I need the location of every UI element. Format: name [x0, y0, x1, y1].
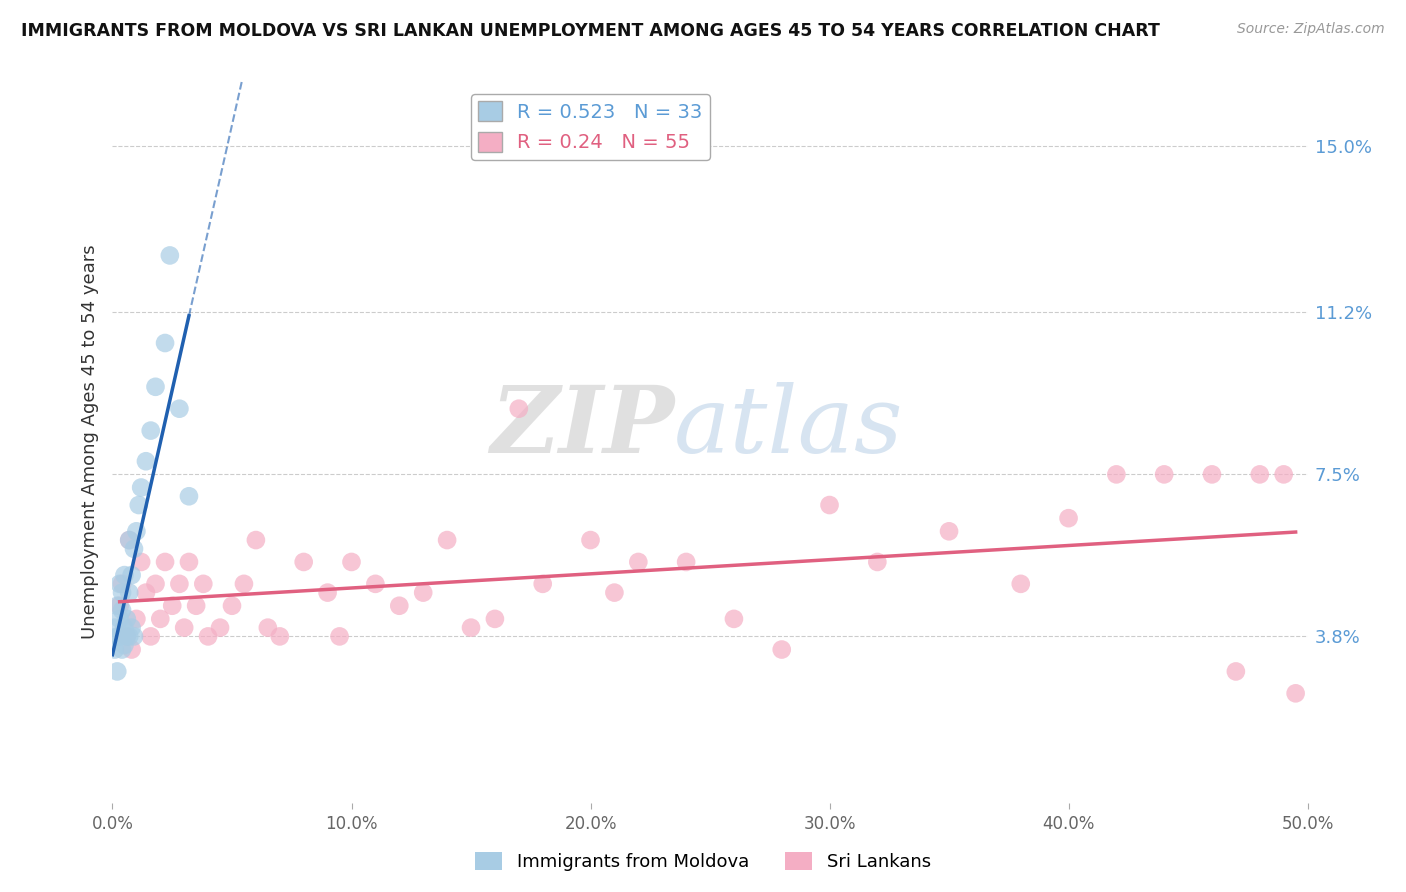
Point — [292, 555, 315, 569]
Point — [1272, 467, 1295, 482]
Point — [531, 577, 554, 591]
Point — [1285, 686, 1308, 700]
Point — [108, 629, 131, 643]
Point — [388, 599, 411, 613]
Point — [364, 577, 387, 591]
Point — [866, 555, 889, 569]
Point — [108, 612, 131, 626]
Point — [484, 612, 506, 626]
Point — [118, 629, 141, 643]
Legend: Immigrants from Moldova, Sri Lankans: Immigrants from Moldova, Sri Lankans — [468, 845, 938, 879]
Point — [723, 612, 745, 626]
Point — [1153, 467, 1175, 482]
Point — [111, 603, 134, 617]
Text: atlas: atlas — [675, 382, 904, 472]
Point — [186, 599, 208, 613]
Point — [104, 642, 127, 657]
Point — [245, 533, 267, 547]
Point — [121, 642, 143, 657]
Point — [145, 577, 167, 591]
Point — [197, 629, 219, 643]
Point — [1105, 467, 1128, 482]
Point — [122, 541, 145, 556]
Point — [193, 577, 215, 591]
Point — [579, 533, 602, 547]
Point — [128, 498, 150, 512]
Point — [770, 642, 793, 657]
Text: IMMIGRANTS FROM MOLDOVA VS SRI LANKAN UNEMPLOYMENT AMONG AGES 45 TO 54 YEARS COR: IMMIGRANTS FROM MOLDOVA VS SRI LANKAN UN… — [21, 22, 1160, 40]
Text: ZIP: ZIP — [489, 382, 675, 472]
Point — [1201, 467, 1223, 482]
Point — [153, 336, 176, 351]
Point — [675, 555, 697, 569]
Point — [118, 585, 141, 599]
Point — [603, 585, 626, 599]
Point — [115, 612, 138, 626]
Point — [118, 533, 141, 547]
Point — [114, 568, 135, 582]
Point — [121, 568, 143, 582]
Point — [108, 599, 131, 613]
Point — [177, 489, 200, 503]
Point — [169, 401, 191, 416]
Point — [129, 555, 152, 569]
Point — [1249, 467, 1271, 482]
Point — [1057, 511, 1080, 525]
Point — [508, 401, 530, 416]
Point — [139, 629, 162, 643]
Point — [145, 380, 167, 394]
Point — [111, 585, 134, 599]
Point — [121, 621, 143, 635]
Point — [209, 621, 232, 635]
Point — [118, 533, 141, 547]
Text: Source: ZipAtlas.com: Source: ZipAtlas.com — [1237, 22, 1385, 37]
Point — [122, 629, 145, 643]
Point — [627, 555, 650, 569]
Point — [162, 599, 183, 613]
Point — [329, 629, 352, 643]
Point — [818, 498, 841, 512]
Point — [115, 629, 138, 643]
Point — [108, 577, 131, 591]
Point — [177, 555, 200, 569]
Point — [173, 621, 195, 635]
Point — [105, 599, 128, 613]
Point — [153, 555, 176, 569]
Point — [233, 577, 256, 591]
Point — [115, 629, 138, 643]
Point — [105, 665, 128, 679]
Point — [1010, 577, 1032, 591]
Point — [340, 555, 363, 569]
Point — [111, 577, 134, 591]
Point — [139, 424, 162, 438]
Point — [135, 585, 157, 599]
Point — [129, 481, 152, 495]
Legend: R = 0.523   N = 33, R = 0.24   N = 55: R = 0.523 N = 33, R = 0.24 N = 55 — [471, 94, 710, 160]
Point — [169, 577, 191, 591]
Point — [105, 629, 128, 643]
Point — [111, 642, 134, 657]
Point — [159, 248, 181, 262]
Point — [114, 638, 135, 652]
Point — [269, 629, 291, 643]
Point — [221, 599, 243, 613]
Point — [149, 612, 172, 626]
Point — [1225, 665, 1247, 679]
Point — [257, 621, 280, 635]
Y-axis label: Unemployment Among Ages 45 to 54 years: Unemployment Among Ages 45 to 54 years — [80, 244, 98, 639]
Point — [104, 621, 127, 635]
Point — [135, 454, 157, 468]
Point — [436, 533, 458, 547]
Point — [460, 621, 482, 635]
Point — [938, 524, 960, 539]
Point — [316, 585, 339, 599]
Point — [125, 612, 148, 626]
Point — [114, 621, 135, 635]
Point — [125, 524, 148, 539]
Point — [412, 585, 434, 599]
